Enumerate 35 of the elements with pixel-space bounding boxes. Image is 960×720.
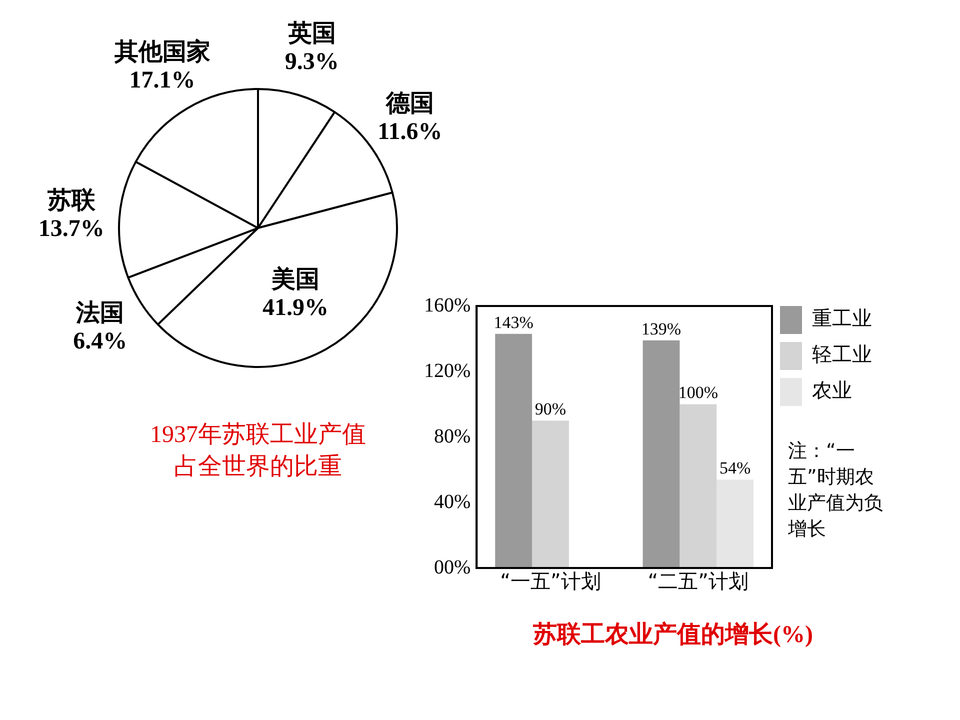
data-label: 139% [641,319,682,338]
x-tick-label: “一五”计划 [500,569,601,594]
slice-label: 英国 [286,20,336,48]
slice-label: 苏联 [46,186,96,214]
bar [495,334,532,568]
y-tick-label: 120% [424,360,471,382]
data-label: 41.9% [262,294,328,321]
data-label: 6.4% [73,328,128,354]
bar [642,340,680,568]
slice-label: 美国 [270,264,320,293]
legend-label: 重工业 [812,306,872,330]
y-tick-label: 160% [424,294,471,316]
data-label: 90% [534,400,566,419]
bar [532,420,569,568]
data-label: 54% [719,458,751,478]
slice-label: 法国 [75,299,124,326]
x-tick-label: “二五”计划 [648,569,749,594]
data-label: 9.3% [284,49,339,76]
data-label: 100% [678,383,718,402]
bar [680,404,717,568]
data-label: 143% [494,312,534,332]
slice-label: 德国 [384,91,434,118]
legend-label: 农业 [812,378,852,402]
data-label: 13.7% [38,216,104,242]
y-tick-label: 80% [434,425,471,448]
text: 1937年苏联工业产值占全世界的比重 [149,421,367,482]
data-label: 17.1% [129,68,196,94]
data-label: 11.6% [378,119,442,146]
y-tick-label: 00% [434,556,471,578]
legend-label: 轻工业 [812,342,872,366]
y-tick-label: 40% [434,490,471,513]
text: 注：“一五”时期农业产值为负增长 [788,439,884,542]
slice-label: 其他国家 [113,38,210,66]
bar [716,480,754,568]
text: 苏联工农业产值的增长(%) [532,620,814,650]
